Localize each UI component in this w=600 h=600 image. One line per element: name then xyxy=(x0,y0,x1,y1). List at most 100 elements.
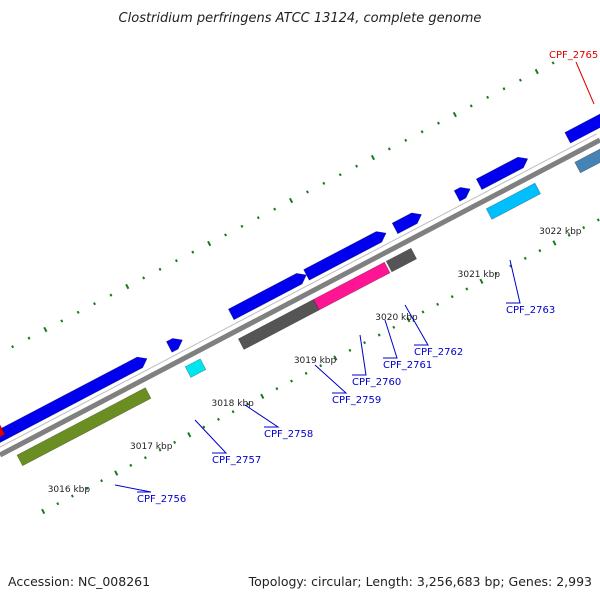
scale-tick-lower xyxy=(304,371,308,375)
scale-tick-lower xyxy=(523,256,527,260)
scale-tick-lower xyxy=(494,272,498,276)
gene-label-cpf-2762: CPF_2762 xyxy=(414,347,463,358)
map-title: Clostridium perfringens ATCC 13124, comp… xyxy=(119,11,482,26)
leader-line xyxy=(114,484,152,493)
genome-info-text: Topology: circular; Length: 3,256,683 bp… xyxy=(248,574,592,589)
gene-label-cpf-2761: CPF_2761 xyxy=(383,360,432,371)
cds-forward-2 xyxy=(227,273,307,321)
scale-tick-upper xyxy=(322,181,326,185)
scale-tick-lower xyxy=(129,463,133,467)
gene-box-cpf-2757 xyxy=(184,358,207,378)
genome-tracks: 3016 kbp 3017 kbp 3018 kbp 3019 kbp 3020 kbp… xyxy=(0,50,600,515)
leader-line-highlight xyxy=(575,61,595,105)
cds-forward-4 xyxy=(391,212,422,235)
kbp-label: 3019 kbp xyxy=(294,356,337,366)
scale-tick-lower xyxy=(70,494,74,498)
scale-tick-upper xyxy=(240,224,244,228)
gene-label-cpf-2757: CPF_2757 xyxy=(212,455,261,466)
kbp-label: 3017 kbp xyxy=(130,442,173,452)
scale-tick-upper xyxy=(43,326,48,333)
scale-tick-lower xyxy=(406,316,411,323)
gene-box-cpf-2760 xyxy=(385,247,417,273)
scale-tick-lower xyxy=(377,333,381,337)
kbp-label: 3020 kbp xyxy=(375,313,418,323)
scale-tick-upper xyxy=(469,104,473,108)
scale-tick-lower xyxy=(85,486,89,490)
scale-tick-lower xyxy=(275,387,279,391)
cds-forward-5 xyxy=(453,187,471,202)
scale-tick-upper xyxy=(502,87,506,91)
scale-tick-upper xyxy=(158,267,162,271)
scale-tick-lower xyxy=(56,502,60,506)
kbp-label: 3018 kbp xyxy=(211,399,254,409)
scale-tick-lower xyxy=(143,456,147,460)
scale-tick-upper xyxy=(207,240,212,247)
scale-tick-upper xyxy=(534,68,539,75)
gene-label-cpf-2760: CPF_2760 xyxy=(352,377,401,388)
gene-label-cpf-2765: CPF_2765 xyxy=(549,50,598,61)
scale-tick-lower xyxy=(392,325,396,329)
scale-tick-lower xyxy=(363,341,367,345)
scale-tick-upper xyxy=(551,61,555,65)
accession-text: Accession: NC_008261 xyxy=(8,574,150,589)
scale-tick-upper xyxy=(125,283,130,290)
scale-tick-upper xyxy=(174,259,178,263)
leader-line xyxy=(383,319,398,359)
cds-forward-0 xyxy=(0,356,148,443)
scale-tick-lower xyxy=(538,249,542,253)
scale-tick-upper xyxy=(420,130,424,134)
scale-tick-lower xyxy=(187,432,192,438)
scale-tick-upper xyxy=(387,147,391,151)
gene-box-cpf-2762 xyxy=(485,182,541,220)
scale-tick-lower xyxy=(173,440,177,444)
scale-tick-lower xyxy=(333,355,338,361)
scale-tick-upper xyxy=(27,336,31,340)
leader-line xyxy=(404,304,429,346)
scale-tick-lower xyxy=(421,310,425,314)
scale-tick-upper xyxy=(256,216,260,220)
cds-forward-3 xyxy=(303,231,387,281)
scale-tick-lower xyxy=(348,348,352,352)
scale-tick-upper xyxy=(518,78,522,82)
scale-tick-upper xyxy=(355,164,359,168)
backbone-shadow xyxy=(0,133,597,448)
scale-tick-lower xyxy=(231,410,235,414)
scale-tick-upper xyxy=(273,207,277,211)
scale-tick-upper xyxy=(191,250,195,254)
gene-label-cpf-2756: CPF_2756 xyxy=(137,494,186,505)
scale-tick-upper xyxy=(142,276,146,280)
scale-tick-lower xyxy=(450,295,454,299)
gene-box-red-left xyxy=(0,424,6,438)
scale-tick-lower xyxy=(202,425,206,429)
scale-tick-upper xyxy=(109,293,113,297)
scale-tick-lower xyxy=(246,402,250,406)
leader-line xyxy=(506,259,521,304)
scale-tick-lower xyxy=(100,479,104,483)
scale-tick-upper xyxy=(404,138,408,142)
scale-tick-upper xyxy=(437,121,440,125)
leader-line xyxy=(314,364,348,394)
scale-tick-lower xyxy=(465,287,469,291)
leader-line xyxy=(244,404,280,428)
leader-line xyxy=(194,419,228,454)
scale-tick-lower xyxy=(479,278,484,284)
gene-box-cpf-2756 xyxy=(16,387,152,467)
scale-tick-lower xyxy=(158,448,162,452)
scale-tick-upper xyxy=(76,310,80,314)
kbp-label: 3016 kbp xyxy=(48,485,91,495)
scale-tick-lower xyxy=(582,226,586,230)
gene-label-cpf-2763: CPF_2763 xyxy=(506,305,555,316)
scale-tick-lower xyxy=(114,470,119,476)
scale-tick-upper xyxy=(486,95,490,99)
scale-tick-lower xyxy=(509,264,513,268)
scale-tick-lower xyxy=(290,379,293,383)
scale-tick-upper xyxy=(11,345,15,349)
kbp-label: 3021 kbp xyxy=(458,270,501,280)
scale-tick-lower xyxy=(319,364,323,368)
scale-tick-lower xyxy=(567,233,571,237)
leader-line xyxy=(352,334,367,376)
scale-tick-upper xyxy=(289,197,294,204)
scale-tick-lower xyxy=(596,218,600,222)
scale-tick-lower xyxy=(260,393,265,400)
